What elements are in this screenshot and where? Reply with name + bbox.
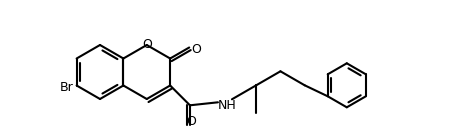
Text: O: O — [191, 43, 201, 56]
Text: O: O — [142, 38, 151, 51]
Text: NH: NH — [218, 99, 237, 112]
Text: Br: Br — [60, 81, 74, 94]
Text: O: O — [186, 115, 196, 128]
